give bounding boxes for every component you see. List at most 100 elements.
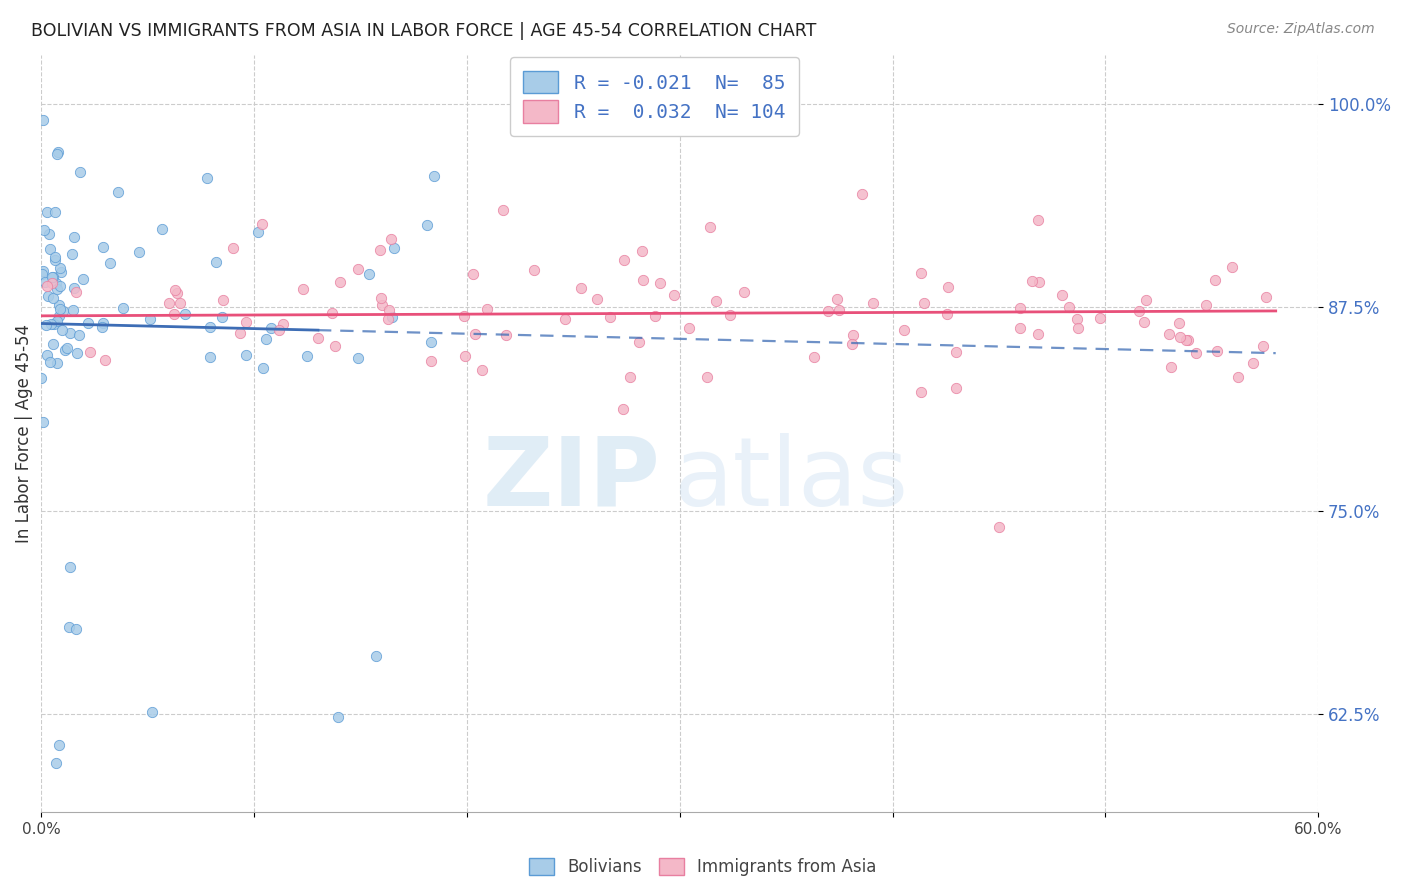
Point [128,244,150,259]
Point [323,339,346,353]
Point [169,296,191,310]
Point [49,260,72,275]
Point [222,241,245,255]
Text: atlas: atlas [673,433,908,525]
Point [453,309,475,323]
Point [1008,301,1031,315]
Point [46,282,69,296]
Point [44,250,66,264]
Point [58,620,80,634]
Point [1028,275,1050,289]
Point [648,276,671,290]
Point [60,247,83,261]
Point [912,295,935,310]
Point [35,318,58,333]
Y-axis label: In Labor Force | Age 45-54: In Labor Force | Age 45-54 [15,324,32,543]
Point [368,243,391,257]
Point [32,222,55,236]
Point [66,346,89,360]
Point [150,222,173,236]
Point [45,277,67,291]
Point [30,371,52,385]
Point [828,302,851,317]
Point [69,165,91,179]
Point [37,289,59,303]
Point [197,171,219,186]
Point [46,313,69,327]
Point [1177,333,1199,347]
Point [141,705,163,719]
Point [329,275,352,289]
Point [32,113,55,128]
Point [45,147,67,161]
Point [45,355,67,369]
Point [267,323,290,337]
Point [235,347,257,361]
Point [733,285,755,300]
Point [842,328,865,343]
Point [259,321,281,335]
Text: BOLIVIAN VS IMMIGRANTS FROM ASIA IN LABOR FORCE | AGE 45-54 CORRELATION CHART: BOLIVIAN VS IMMIGRANTS FROM ASIA IN LABO… [31,22,817,40]
Point [420,353,443,368]
Point [235,315,257,329]
Point [62,230,84,244]
Point [1184,345,1206,359]
Point [1241,356,1264,370]
Point [62,303,84,318]
Point [229,326,252,340]
Point [1159,327,1181,342]
Point [56,341,79,355]
Point [59,326,82,340]
Point [1206,344,1229,359]
Point [613,252,636,267]
Point [38,354,60,368]
Point [1059,300,1081,314]
Point [107,185,129,199]
Point [42,291,65,305]
Point [893,323,915,337]
Point [817,303,839,318]
Point [212,293,235,308]
Point [37,348,59,362]
Point [67,327,90,342]
Point [1028,326,1050,341]
Point [569,281,592,295]
Point [48,310,70,324]
Point [987,520,1010,534]
Point [1174,334,1197,348]
Point [471,363,494,377]
Point [37,205,59,219]
Point [94,353,117,368]
Point [254,332,277,346]
Point [72,271,94,285]
Point [63,281,86,295]
Point [1088,311,1111,326]
Point [91,240,114,254]
Point [346,351,368,366]
Point [380,232,402,246]
Point [44,756,66,770]
Point [79,345,101,359]
Point [1160,359,1182,374]
Point [599,310,621,324]
Point [91,316,114,330]
Point [65,623,87,637]
Point [38,227,60,241]
Point [1010,321,1032,335]
Point [246,225,269,239]
Point [910,266,932,280]
Point [163,307,186,321]
Point [461,267,484,281]
Point [357,267,380,281]
Point [699,219,721,234]
Point [326,710,349,724]
Point [851,186,873,201]
Point [49,278,72,293]
Point [42,270,65,285]
Legend: R = -0.021  N=  85, R =  0.032  N= 104: R = -0.021 N= 85, R = 0.032 N= 104 [509,57,799,136]
Point [42,318,65,332]
Point [321,306,343,320]
Point [475,301,498,316]
Point [612,402,634,417]
Point [252,361,274,376]
